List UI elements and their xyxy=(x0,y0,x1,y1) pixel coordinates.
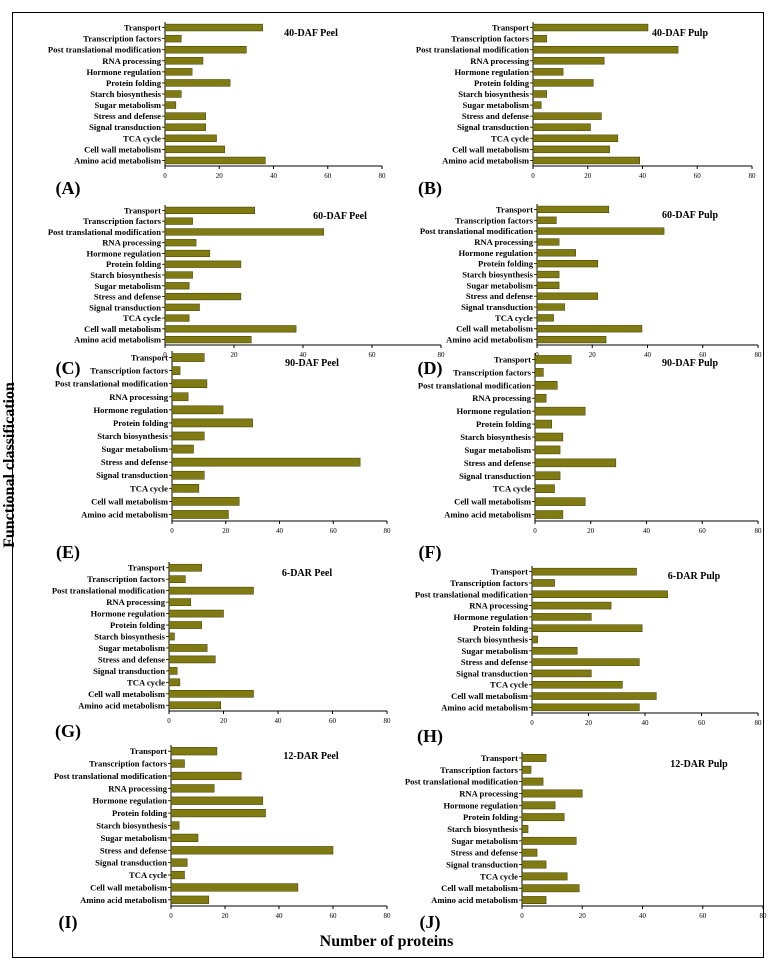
y-axis-label-text: Functional classification xyxy=(1,382,18,548)
x-axis-label: Number of proteins xyxy=(319,933,454,950)
figure-frame xyxy=(12,12,764,958)
